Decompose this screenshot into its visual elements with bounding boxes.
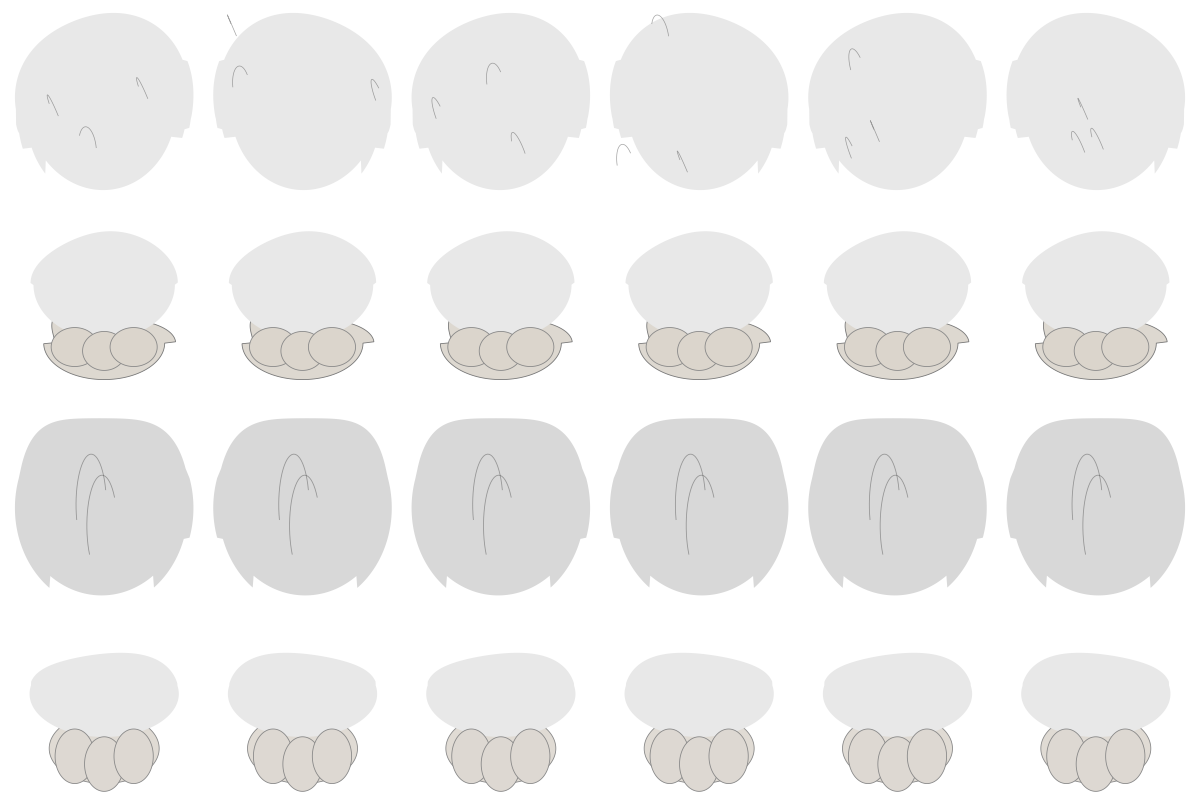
Polygon shape bbox=[479, 332, 522, 371]
Polygon shape bbox=[650, 729, 689, 783]
Polygon shape bbox=[511, 729, 550, 783]
Polygon shape bbox=[644, 714, 754, 783]
Polygon shape bbox=[610, 13, 788, 190]
Polygon shape bbox=[1046, 729, 1086, 783]
Polygon shape bbox=[809, 13, 986, 190]
Polygon shape bbox=[1043, 328, 1090, 367]
Polygon shape bbox=[247, 714, 358, 783]
Polygon shape bbox=[312, 729, 352, 783]
Polygon shape bbox=[83, 332, 126, 371]
Polygon shape bbox=[446, 714, 556, 783]
Polygon shape bbox=[907, 729, 947, 783]
Polygon shape bbox=[1074, 332, 1117, 371]
Polygon shape bbox=[412, 418, 590, 595]
Polygon shape bbox=[679, 736, 719, 792]
Polygon shape bbox=[43, 303, 175, 380]
Polygon shape bbox=[228, 653, 377, 737]
Polygon shape bbox=[610, 418, 788, 595]
Polygon shape bbox=[904, 328, 950, 367]
Polygon shape bbox=[214, 418, 391, 595]
Polygon shape bbox=[1040, 714, 1151, 783]
Polygon shape bbox=[451, 729, 491, 783]
Polygon shape bbox=[1105, 729, 1145, 783]
Polygon shape bbox=[1022, 231, 1170, 339]
Polygon shape bbox=[30, 231, 178, 339]
Polygon shape bbox=[678, 332, 721, 371]
Polygon shape bbox=[426, 653, 576, 737]
Polygon shape bbox=[242, 303, 374, 380]
Polygon shape bbox=[52, 328, 98, 367]
Polygon shape bbox=[646, 328, 694, 367]
Polygon shape bbox=[481, 736, 521, 792]
Polygon shape bbox=[214, 13, 391, 190]
Polygon shape bbox=[30, 653, 179, 737]
Polygon shape bbox=[84, 736, 124, 792]
Polygon shape bbox=[1036, 303, 1168, 380]
Polygon shape bbox=[1076, 736, 1116, 792]
Polygon shape bbox=[283, 736, 322, 792]
Polygon shape bbox=[824, 231, 971, 339]
Polygon shape bbox=[281, 332, 324, 371]
Polygon shape bbox=[49, 714, 160, 783]
Polygon shape bbox=[625, 231, 773, 339]
Polygon shape bbox=[838, 303, 968, 380]
Polygon shape bbox=[253, 729, 293, 783]
Polygon shape bbox=[308, 328, 355, 367]
Polygon shape bbox=[55, 729, 95, 783]
Polygon shape bbox=[506, 328, 554, 367]
Polygon shape bbox=[14, 418, 193, 595]
Polygon shape bbox=[114, 729, 154, 783]
Polygon shape bbox=[624, 653, 774, 737]
Polygon shape bbox=[823, 653, 972, 737]
Polygon shape bbox=[448, 328, 494, 367]
Polygon shape bbox=[440, 303, 572, 380]
Polygon shape bbox=[709, 729, 749, 783]
Polygon shape bbox=[412, 13, 590, 190]
Polygon shape bbox=[229, 231, 376, 339]
Polygon shape bbox=[706, 328, 752, 367]
Polygon shape bbox=[1007, 13, 1186, 190]
Polygon shape bbox=[250, 328, 296, 367]
Polygon shape bbox=[14, 13, 193, 190]
Polygon shape bbox=[809, 418, 986, 595]
Polygon shape bbox=[638, 303, 770, 380]
Polygon shape bbox=[1102, 328, 1148, 367]
Polygon shape bbox=[878, 736, 917, 792]
Polygon shape bbox=[1021, 653, 1170, 737]
Polygon shape bbox=[110, 328, 157, 367]
Polygon shape bbox=[848, 729, 888, 783]
Polygon shape bbox=[876, 332, 919, 371]
Polygon shape bbox=[427, 231, 575, 339]
Polygon shape bbox=[1007, 418, 1186, 595]
Polygon shape bbox=[842, 714, 953, 783]
Polygon shape bbox=[845, 328, 892, 367]
